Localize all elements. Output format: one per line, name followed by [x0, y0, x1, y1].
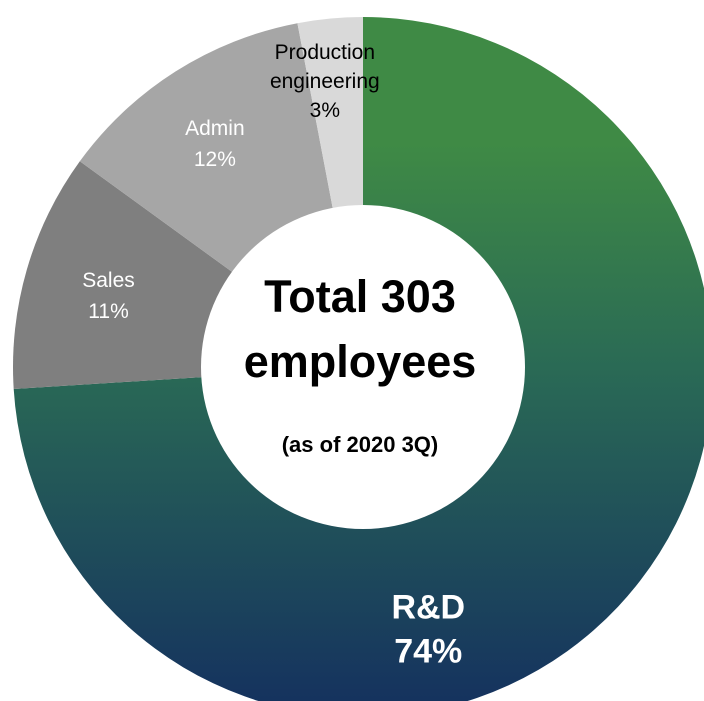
center-note: (as of 2020 3Q)	[282, 432, 439, 457]
slice-label-sales: Sales 11%	[82, 269, 135, 323]
center-title-line-1: Total 303	[264, 271, 456, 322]
slice-label-r-d: R&D 74%	[391, 589, 465, 671]
slice-label-line: 11%	[88, 300, 128, 323]
slice-label-line: 74%	[394, 633, 462, 671]
slice-label-line: R&D	[391, 589, 465, 627]
slice-label-line: Admin	[185, 117, 245, 140]
slice-label-line: Production	[275, 41, 375, 64]
slice-label-line: 3%	[310, 99, 340, 122]
slice-label-line: engineering	[270, 70, 380, 93]
center-title-line-2: employees	[244, 336, 477, 387]
slice-label-line: Sales	[82, 269, 135, 292]
slice-label-admin: Admin 12%	[185, 117, 245, 171]
slice-label-production-engineering: Production engineering 3%	[270, 41, 380, 122]
slice-labels: R&D 74% Sales 11% Admin 12% Production engineer…	[82, 41, 465, 670]
donut-hole	[201, 205, 525, 529]
slice-r-d	[13, 17, 704, 701]
slice-label-line: 12%	[194, 148, 236, 171]
